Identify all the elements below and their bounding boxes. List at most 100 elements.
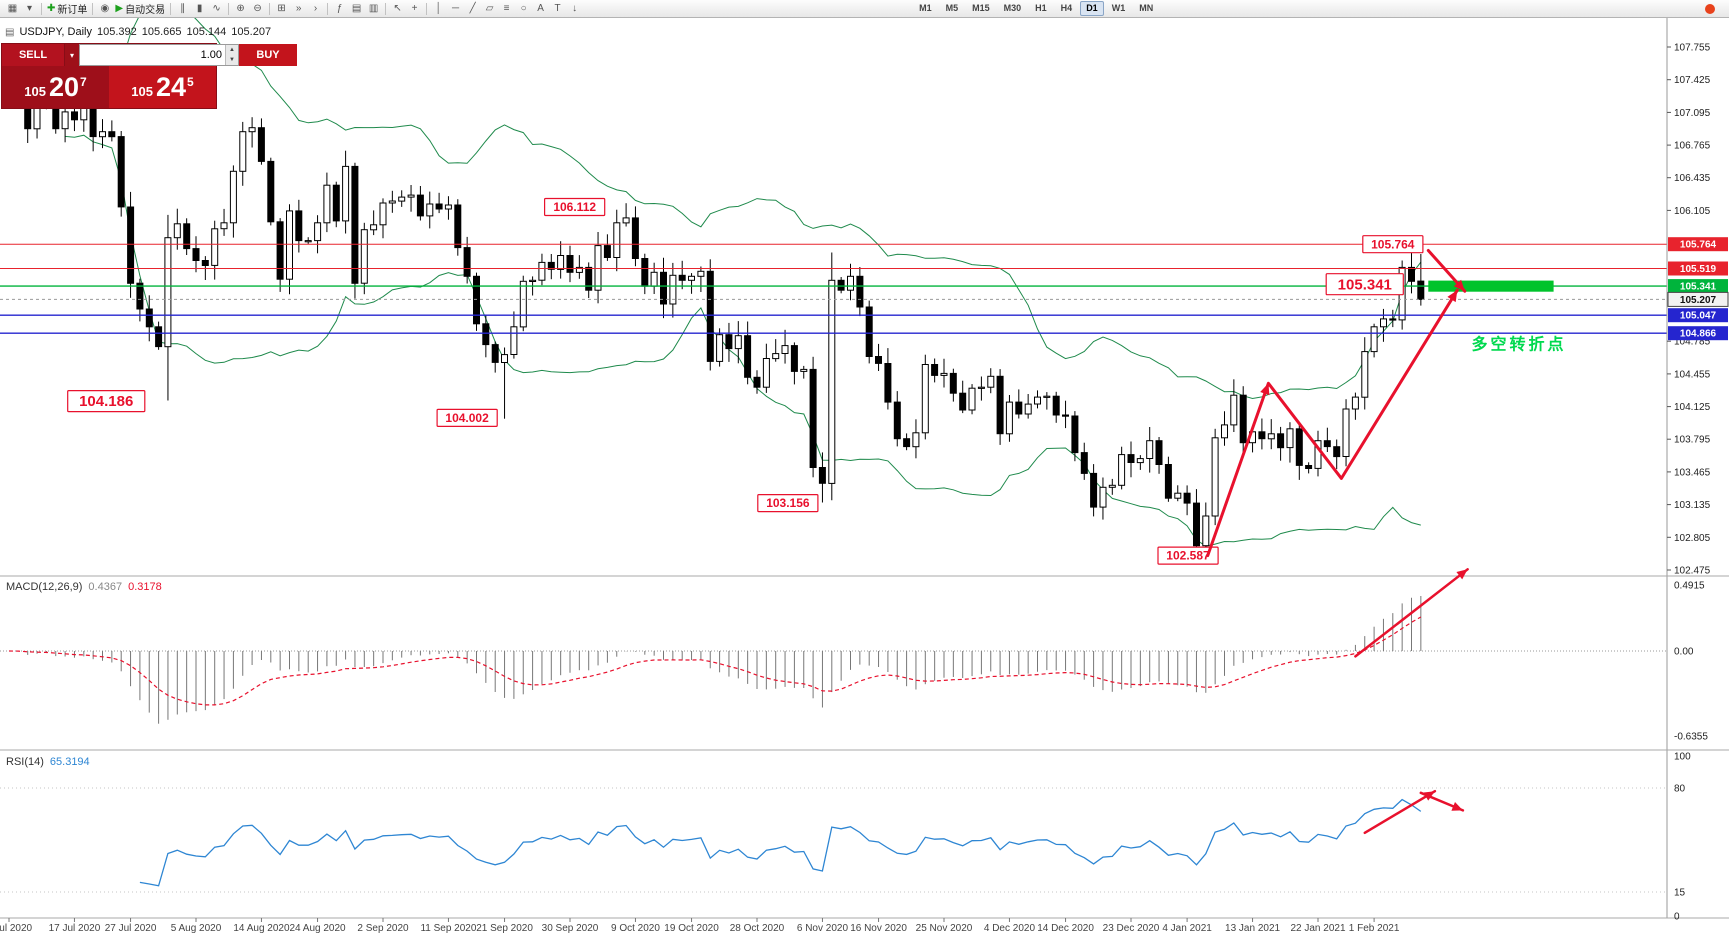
zoom-in-button[interactable]: ⊕ [232,1,249,16]
macd-label: MACD(12,26,9) 0.4367 0.3178 [6,581,162,593]
buy-price[interactable]: 105 24 5 [109,66,216,108]
svg-text:9 Oct 2020: 9 Oct 2020 [611,923,660,934]
new-chart-button[interactable]: ▦ [4,1,21,16]
callout-106.112[interactable] [543,197,606,217]
callout-105.764[interactable] [1362,235,1424,254]
callout-103.156[interactable] [757,494,819,513]
templates-button[interactable]: ▥ [365,1,382,16]
svg-text:13 Jan 2021: 13 Jan 2021 [1225,923,1280,934]
svg-text:104.002: 104.002 [445,411,489,425]
axis-badge-105.047 [1668,308,1728,323]
sell-button[interactable]: SELL [2,44,64,66]
zoom-out-button[interactable]: ⊖ [249,1,266,16]
horizontal-line-button[interactable]: ─ [447,1,464,16]
auto-scroll-button[interactable]: » [290,1,307,16]
market-watch-icon: ◉ [100,2,110,14]
callout-105.341[interactable] [1325,273,1404,296]
toolbar-separator [170,2,172,15]
fibonacci-icon: ≡ [503,2,510,14]
new-order-button[interactable]: ✚ 新订单 [45,1,89,16]
order-options-dropdown[interactable]: ▾ [64,44,79,66]
volume-input[interactable] [80,45,225,65]
sell-price[interactable]: 105 20 7 [2,66,109,108]
macd-signal-line [8,616,1422,706]
svg-text:102.587: 102.587 [1166,549,1210,563]
callout-104.186[interactable] [67,390,146,413]
svg-text:105.341: 105.341 [1338,276,1392,293]
timeframe-mn[interactable]: MN [1139,3,1154,13]
volume-decrease-button[interactable]: ▼ [226,55,238,65]
svg-text:11 Sep 2020: 11 Sep 2020 [420,923,476,934]
timeframe-m1[interactable]: M1 [919,3,932,13]
toolbar-separator [385,2,387,15]
volume-stepper: ▲ ▼ [225,45,238,65]
record-indicator-icon[interactable] [1705,3,1715,14]
chart-shift-button[interactable]: › [307,1,324,16]
new-chart-icon: ▦ [7,2,18,14]
chart-profiles-button[interactable]: ▾ [21,1,38,16]
callout-104.002[interactable] [436,408,498,427]
bar-chart-button[interactable]: ∥ [174,1,191,16]
main-toolbar: ▦ ▾ ✚ 新订单 ◉ ▶ 自动交易 ∥ ▮ ∿ ⊕ ⊖ ⊞ » › ƒ ▤ ▥ ↖ + │ ─ ╱ ▱ ≡ ○ A T ↓ M1 M5 M1… [0,0,1729,18]
trend-arrows[interactable] [1206,249,1469,835]
timeframe-m30[interactable]: M30 [1003,3,1022,13]
svg-text:103.465: 103.465 [1674,467,1711,478]
volume-increase-button[interactable]: ▲ [226,45,238,55]
support-zone-rect[interactable] [1428,280,1554,292]
svg-text:14 Dec 2020: 14 Dec 2020 [1037,923,1094,934]
svg-text:5 Aug 2020: 5 Aug 2020 [171,923,222,934]
shapes-button[interactable]: ○ [515,1,532,16]
svg-text:27 Jul 2020: 27 Jul 2020 [105,923,157,934]
arrows-tool-button[interactable]: ↓ [566,1,583,16]
autotrade-button-label: 自动交易 [125,5,166,16]
svg-text:104.186: 104.186 [79,393,133,410]
svg-text:105.764: 105.764 [1371,237,1415,251]
callout-102.587[interactable] [1157,546,1219,565]
macd-histogram [17,596,1422,724]
equidistant-channel-button[interactable]: ▱ [481,1,498,16]
svg-text:28 Oct 2020: 28 Oct 2020 [730,923,785,934]
line-chart-button[interactable]: ∿ [208,1,225,16]
axis-badge-105.764 [1668,237,1728,252]
buy-button[interactable]: BUY [239,44,297,66]
svg-text:22 Jan 2021: 22 Jan 2021 [1290,923,1345,934]
svg-text:30 Sep 2020: 30 Sep 2020 [542,923,599,934]
vertical-line-button[interactable]: │ [430,1,447,16]
tile-windows-button[interactable]: ⊞ [273,1,290,16]
autotrade-button[interactable]: ▶ 自动交易 [113,1,167,16]
text-label-button[interactable]: T [549,1,566,16]
timeframe-h1[interactable]: H1 [1035,3,1047,13]
sell-price-whole: 105 [24,83,46,99]
toolbar-separator [228,2,230,15]
turning-point-note[interactable]: 多空转折点 [1471,335,1566,354]
timeframe-m5[interactable]: M5 [945,3,959,13]
toolbar-separator [327,2,329,15]
periods-icon: ▤ [351,2,362,14]
market-watch-button[interactable]: ◉ [96,1,113,16]
candle-chart-button[interactable]: ▮ [191,1,208,16]
indicators-button[interactable]: ƒ [331,1,348,16]
rsi-line [139,798,1422,887]
timeframe-d1[interactable]: D1 [1080,1,1104,16]
auto-scroll-icon: » [295,2,302,14]
text-button[interactable]: A [532,1,549,16]
svg-text:102.805: 102.805 [1674,533,1711,544]
vertical-line-icon: │ [435,2,442,14]
crosshair-button[interactable]: + [406,1,423,16]
fibonacci-button[interactable]: ≡ [498,1,515,16]
svg-text:0: 0 [1674,912,1680,923]
timeframe-m15[interactable]: M15 [972,3,990,13]
periods-button[interactable]: ▤ [348,1,365,16]
timeframe-w1[interactable]: W1 [1111,3,1126,13]
svg-text:15: 15 [1674,888,1686,899]
cursor-button[interactable]: ↖ [389,1,406,16]
svg-text:107.755: 107.755 [1674,43,1711,54]
horizontal-line-icon: ─ [452,2,460,14]
svg-text:105.519: 105.519 [1680,264,1717,275]
svg-text:17 Jul 2020: 17 Jul 2020 [49,923,101,934]
trendline-button[interactable]: ╱ [464,1,481,16]
svg-text:4 Dec 2020: 4 Dec 2020 [984,923,1036,934]
svg-text:107.095: 107.095 [1674,108,1711,119]
timeframe-h4[interactable]: H4 [1060,3,1073,13]
